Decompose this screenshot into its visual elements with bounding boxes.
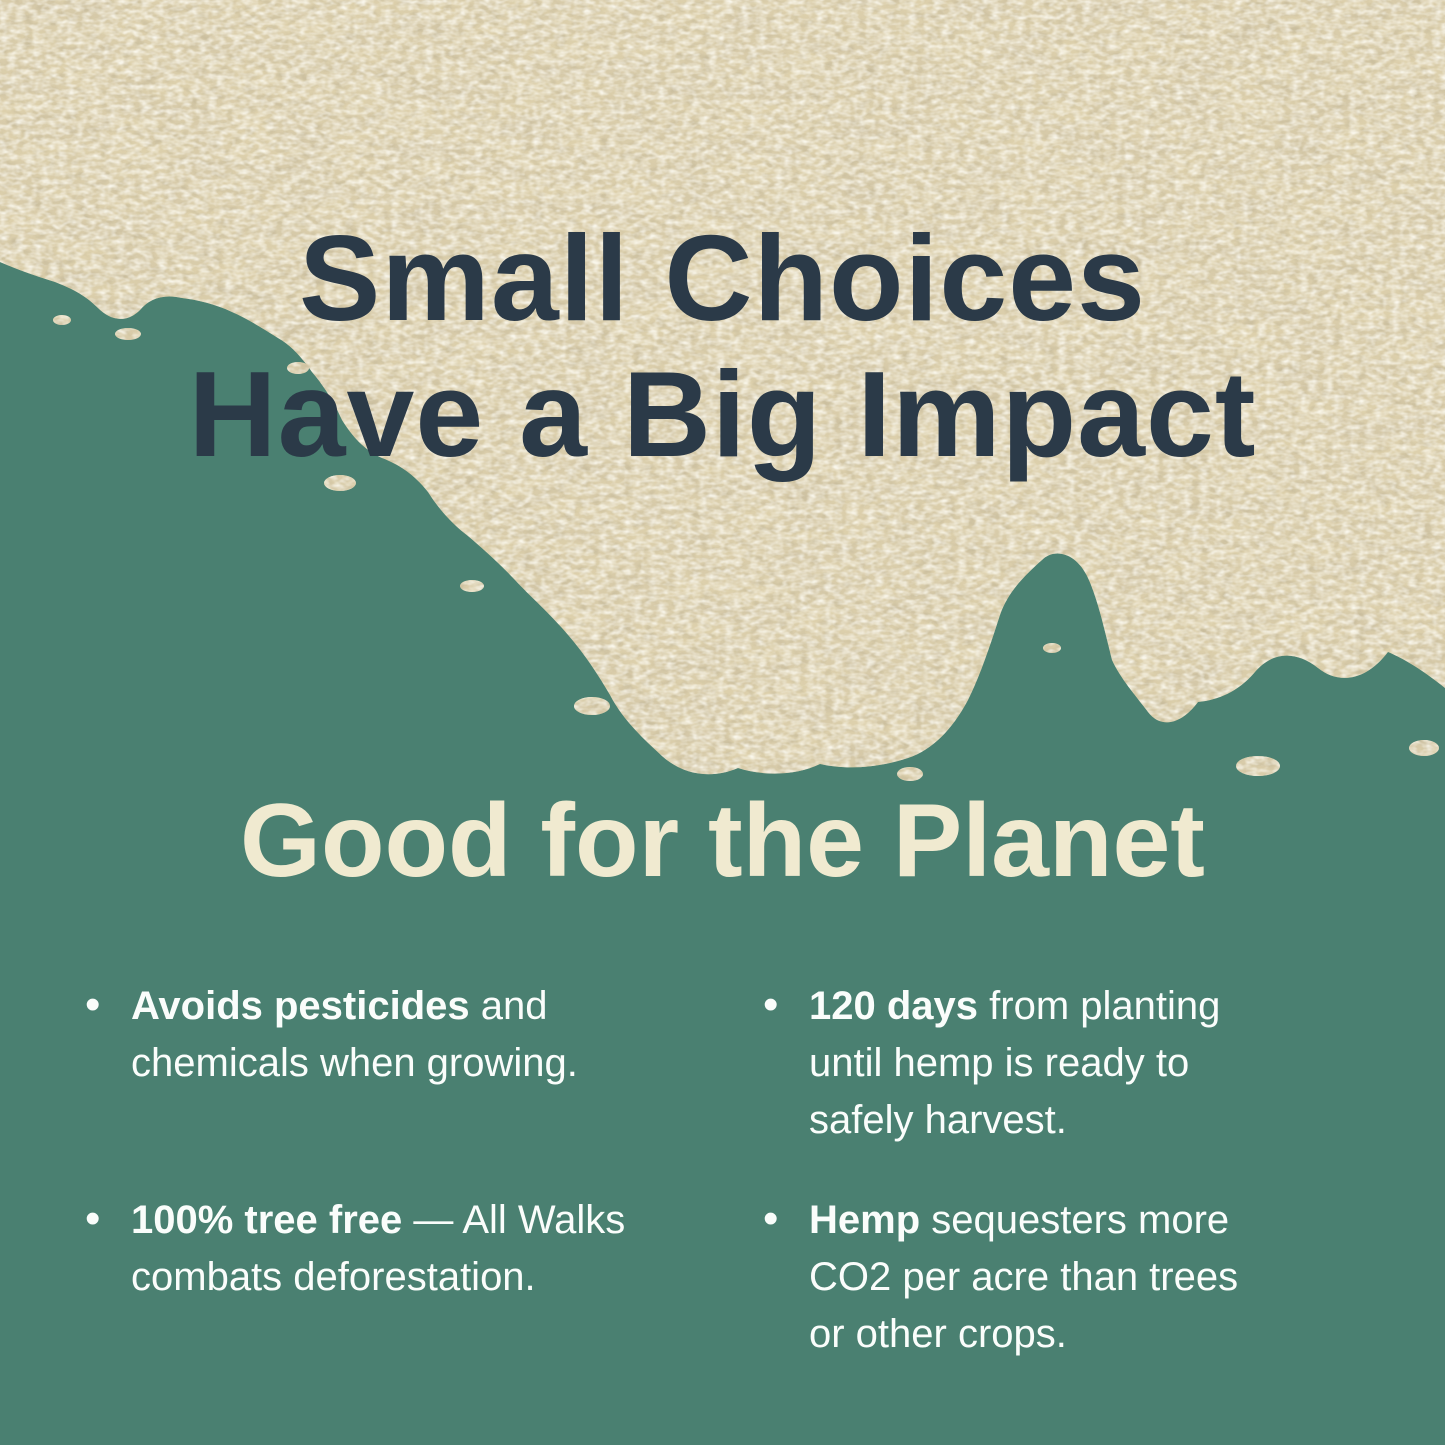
bullet-120-days: • 120 days from planting until hemp is re… [763, 978, 1247, 1149]
bullet-rest-text: from planting until hemp is ready to saf… [809, 984, 1221, 1142]
bullet-dot-icon: • [763, 980, 779, 1029]
bullet-dot-icon: • [85, 980, 101, 1029]
headline-line2: Have a Big Impact [188, 346, 1257, 482]
bullet-tree-free: • 100% tree free — All Walks combats defo… [85, 1192, 685, 1306]
bullet-rest-text: and chemicals when growing. [131, 984, 578, 1085]
bullet-bold-text: Avoids pesticides [131, 984, 470, 1028]
headline: Small Choices Have a Big Impact [0, 210, 1445, 482]
headline-line1: Small Choices [299, 210, 1146, 346]
bullet-dot-icon: • [763, 1194, 779, 1243]
bullet-rest-text: — All Walks combats deforestation. [131, 1198, 626, 1299]
bullet-bold-text: Hemp [809, 1198, 921, 1242]
bullet-avoids-pesticides: • Avoids pesticides and chemicals when gr… [85, 978, 605, 1092]
hemp-hurd-texture-image [0, 0, 1445, 781]
bullet-hemp-co2: • Hemp sequesters more CO2 per acre than … [763, 1192, 1263, 1363]
bullet-dot-icon: • [85, 1194, 101, 1243]
bullet-rest-text: sequesters more CO2 per acre than trees … [809, 1198, 1239, 1356]
bullet-bold-text: 100% tree free [131, 1198, 403, 1242]
bullet-bold-text: 120 days [809, 984, 979, 1028]
subheading: Good for the Planet [240, 783, 1205, 899]
